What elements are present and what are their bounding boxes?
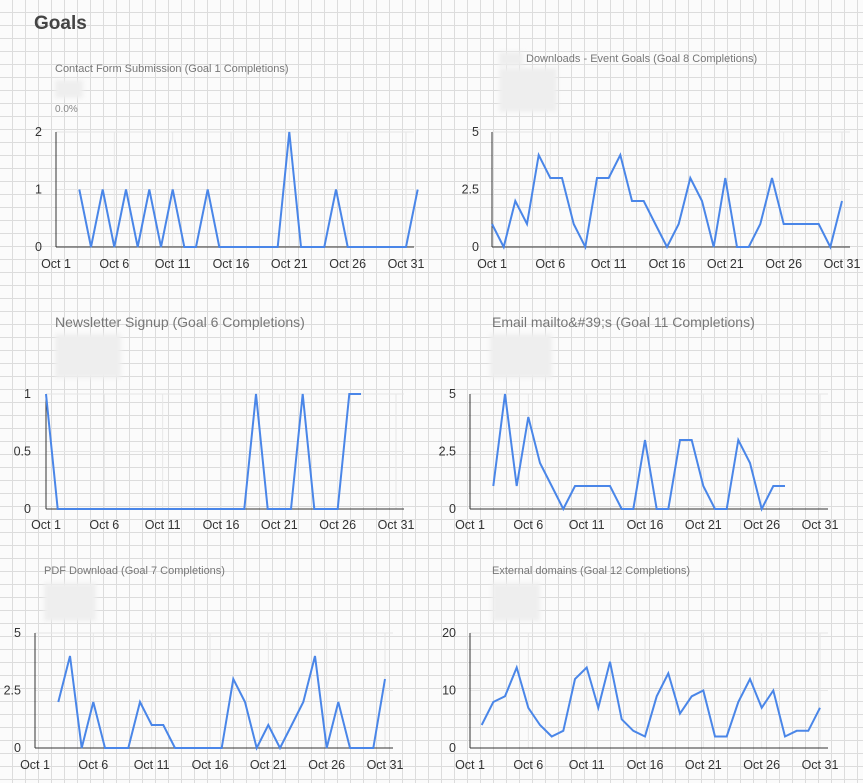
- x-tick-label: Oct 31: [824, 257, 861, 271]
- x-tick-label: Oct 31: [388, 257, 425, 271]
- y-tick-label: 20: [442, 626, 456, 640]
- x-tick-label: Oct 6: [535, 257, 565, 271]
- y-tick-label: 0: [35, 240, 42, 254]
- x-tick-label: Oct 31: [378, 518, 415, 532]
- page-title: Goals: [34, 13, 87, 34]
- x-tick-label: Oct 11: [155, 257, 191, 271]
- x-tick-label: Oct 1: [477, 257, 507, 271]
- y-tick-label: 5: [449, 387, 456, 401]
- series-line-newsletter: [45, 393, 361, 510]
- x-tick-label: Oct 16: [649, 257, 686, 271]
- x-tick-label: Oct 31: [802, 758, 839, 772]
- x-tick-label: Oct 31: [367, 758, 404, 772]
- x-tick-label: Oct 31: [802, 518, 839, 532]
- kpi-value-blurred: [490, 334, 552, 378]
- chart-title-blurred-prefix: [499, 52, 523, 66]
- chart-title-newsletter: Newsletter Signup (Goal 6 Completions): [55, 314, 305, 330]
- kpi-value-blurred: [44, 583, 96, 621]
- y-tick-label: 2.5: [4, 684, 21, 698]
- kpi-value-blurred: [55, 80, 83, 98]
- x-tick-label: Oct 26: [329, 257, 366, 271]
- x-tick-label: Oct 11: [591, 257, 627, 271]
- x-tick-label: Oct 21: [685, 758, 722, 772]
- kpi-value-blurred: [499, 68, 557, 112]
- y-tick-label: 0: [24, 502, 31, 516]
- y-tick-label: 10: [442, 684, 456, 698]
- x-tick-label: Oct 1: [455, 518, 485, 532]
- kpi-change-contact: 0.0%: [55, 104, 78, 115]
- x-tick-label: Oct 11: [569, 758, 605, 772]
- y-tick-label: 1: [35, 183, 42, 197]
- x-tick-label: Oct 6: [78, 758, 108, 772]
- x-tick-label: Oct 16: [192, 758, 229, 772]
- series-line-email: [492, 393, 785, 512]
- x-tick-label: Oct 26: [308, 758, 345, 772]
- y-tick-label: 1: [24, 387, 31, 401]
- kpi-value-blurred: [55, 334, 121, 378]
- x-tick-label: Oct 16: [627, 758, 664, 772]
- x-tick-label: Oct 26: [319, 518, 356, 532]
- x-tick-label: Oct 1: [20, 758, 50, 772]
- x-tick-label: Oct 6: [99, 257, 129, 271]
- chart-title-email: Email mailto&#39;s (Goal 11 Completions): [492, 314, 755, 330]
- series-line-pdf: [57, 655, 386, 751]
- x-tick-label: Oct 26: [743, 758, 780, 772]
- y-tick-label: 0.5: [14, 445, 31, 459]
- x-tick-label: Oct 11: [569, 518, 605, 532]
- series-line-contact: [78, 131, 419, 248]
- y-tick-label: 5: [14, 626, 21, 640]
- chart-title-downloads: Downloads - Event Goals (Goal 8 Completi…: [526, 53, 758, 65]
- y-tick-label: 2.5: [439, 445, 456, 459]
- y-tick-label: 0: [449, 502, 456, 516]
- y-tick-label: 2: [35, 125, 42, 139]
- y-tick-label: 0: [472, 240, 479, 254]
- x-tick-label: Oct 11: [145, 518, 181, 532]
- y-tick-label: 5: [472, 125, 479, 139]
- series-line-external: [480, 661, 821, 738]
- x-tick-label: Oct 11: [134, 758, 170, 772]
- x-tick-label: Oct 26: [765, 257, 802, 271]
- x-tick-label: Oct 26: [743, 518, 780, 532]
- y-tick-label: 0: [449, 741, 456, 755]
- x-tick-label: Oct 21: [261, 518, 298, 532]
- chart-title-external: External domains (Goal 12 Completions): [492, 565, 691, 577]
- chart-title-pdf: PDF Download (Goal 7 Completions): [44, 565, 225, 577]
- x-tick-label: Oct 6: [89, 518, 119, 532]
- x-tick-label: Oct 16: [203, 518, 240, 532]
- x-tick-label: Oct 1: [41, 257, 71, 271]
- x-tick-label: Oct 21: [271, 257, 308, 271]
- x-tick-label: Oct 21: [685, 518, 722, 532]
- x-tick-label: Oct 6: [513, 758, 543, 772]
- x-tick-label: Oct 16: [627, 518, 664, 532]
- series-line-downloads: [491, 151, 843, 251]
- x-tick-label: Oct 1: [31, 518, 61, 532]
- y-tick-label: 2.5: [462, 183, 479, 197]
- x-tick-label: Oct 6: [513, 518, 543, 532]
- x-tick-label: Oct 1: [455, 758, 485, 772]
- x-tick-label: Oct 21: [250, 758, 287, 772]
- x-tick-label: Oct 16: [213, 257, 250, 271]
- x-tick-label: Oct 21: [707, 257, 744, 271]
- kpi-value-blurred: [492, 583, 540, 621]
- chart-title-contact: Contact Form Submission (Goal 1 Completi…: [55, 63, 289, 75]
- y-tick-label: 0: [14, 741, 21, 755]
